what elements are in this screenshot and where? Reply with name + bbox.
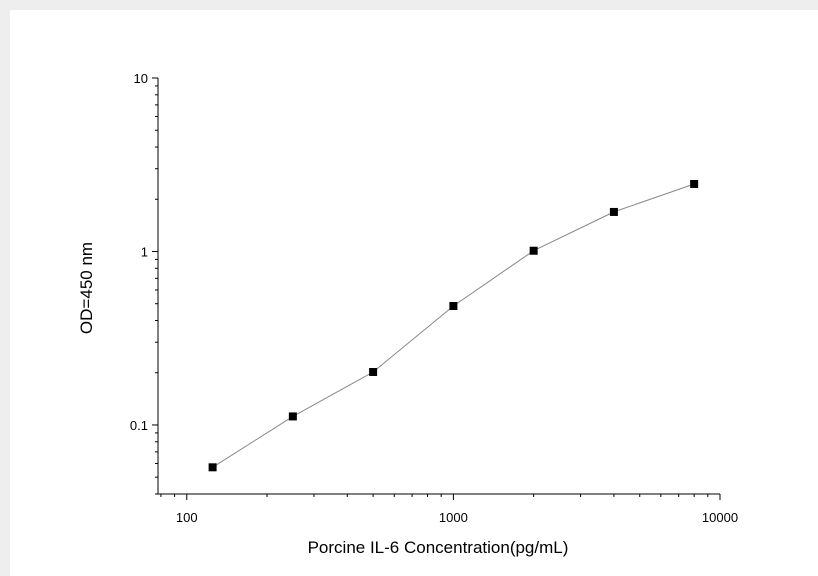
y-tick-label: 1 xyxy=(141,244,148,259)
x-tick-label: 1000 xyxy=(439,510,468,525)
data-point xyxy=(208,463,217,472)
y-tick-label: 10 xyxy=(134,71,148,86)
y-axis-title: OD=450 nm xyxy=(77,242,96,334)
x-tick-label: 100 xyxy=(176,510,198,525)
data-point xyxy=(690,179,699,188)
x-tick-label: 10000 xyxy=(702,510,738,525)
ticks xyxy=(152,77,721,500)
tick-labels: 100 1000 10000 0.1 1 10 xyxy=(130,71,738,525)
axes xyxy=(157,78,720,495)
x-axis-title: Porcine IL-6 Concentration(pg/mL) xyxy=(308,538,569,557)
series-line xyxy=(212,183,695,468)
y-tick-label: 0.1 xyxy=(130,418,148,433)
data-point xyxy=(609,207,618,216)
data-point xyxy=(369,367,378,376)
data-point xyxy=(449,302,458,311)
series xyxy=(208,179,699,472)
chart-panel xyxy=(10,10,818,576)
data-point xyxy=(288,412,297,421)
data-point xyxy=(529,246,538,255)
